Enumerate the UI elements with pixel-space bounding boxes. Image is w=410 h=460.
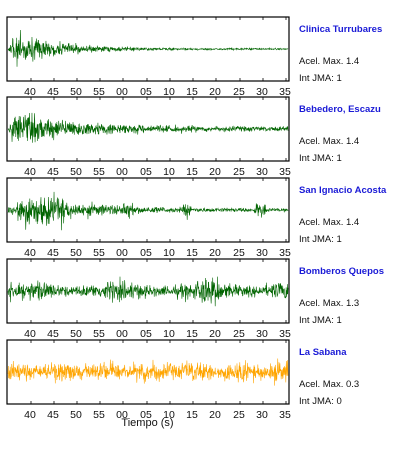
waveform-trace-3: [7, 276, 289, 307]
tick-label-1-5: 05: [140, 166, 152, 178]
tick-label-2-7: 15: [186, 247, 198, 259]
tick-label-2-0: 40: [24, 247, 36, 259]
tick-label-3-9: 25: [233, 328, 245, 340]
panel-frame-0: [6, 16, 290, 82]
tick-label-3-8: 20: [209, 328, 221, 340]
int-jma-label: Int JMA: 0: [299, 396, 342, 407]
tick-label-4-5: 05: [140, 409, 152, 421]
tick-label-4-6: 10: [163, 409, 175, 421]
tick-label-1-6: 10: [163, 166, 175, 178]
tick-label-2-11: 35: [279, 247, 291, 259]
tick-label-3-10: 30: [256, 328, 268, 340]
tick-label-2-9: 25: [233, 247, 245, 259]
tick-label-2-3: 55: [93, 247, 105, 259]
tick-label-4-4: 00: [116, 409, 128, 421]
tick-label-2-6: 10: [163, 247, 175, 259]
tick-label-1-11: 35: [279, 166, 291, 178]
tick-label-4-9: 25: [233, 409, 245, 421]
tick-label-4-3: 55: [93, 409, 105, 421]
acel-max-label: Acel. Max. 1.4: [299, 217, 360, 228]
int-jma-label: Int JMA: 1: [299, 234, 342, 245]
tick-label-3-0: 40: [24, 328, 36, 340]
tick-label-1-4: 00: [116, 166, 128, 178]
tick-label-2-5: 05: [140, 247, 152, 259]
tick-label-4-11: 35: [279, 409, 291, 421]
panel-frame-1: [6, 96, 290, 162]
tick-label-4-8: 20: [209, 409, 221, 421]
waveform-trace-0: [7, 29, 289, 67]
tick-label-2-10: 30: [256, 247, 268, 259]
tick-label-3-11: 35: [279, 328, 291, 340]
station-name: San Ignacio Acosta: [299, 185, 387, 196]
tick-label-1-10: 30: [256, 166, 268, 178]
tick-label-0-2: 50: [70, 86, 82, 98]
int-jma-label: Int JMA: 1: [299, 73, 342, 84]
tick-label-1-7: 15: [186, 166, 198, 178]
waveform-trace-4: [7, 358, 289, 386]
waveform-trace-1: [7, 112, 289, 143]
acel-max-label: Acel. Max. 0.3: [299, 379, 360, 390]
tick-label-1-0: 40: [24, 166, 36, 178]
tick-label-0-5: 05: [140, 86, 152, 98]
tick-label-3-1: 45: [47, 328, 59, 340]
tick-label-1-8: 20: [209, 166, 221, 178]
tick-label-4-7: 15: [186, 409, 198, 421]
tick-label-1-1: 45: [47, 166, 59, 178]
acel-max-label: Acel. Max. 1.3: [299, 298, 360, 309]
x-axis-label: Tiempo (s): [121, 417, 174, 429]
tick-label-1-2: 50: [70, 166, 82, 178]
acel-max-label: Acel. Max. 1.4: [299, 136, 360, 147]
tick-label-3-5: 05: [140, 328, 152, 340]
tick-label-0-8: 20: [209, 86, 221, 98]
station-name: Bomberos Quepos: [299, 266, 384, 277]
tick-label-2-2: 50: [70, 247, 82, 259]
tick-label-3-6: 10: [163, 328, 175, 340]
tick-label-1-9: 25: [233, 166, 245, 178]
panel-frame-4: [6, 339, 290, 405]
station-name: Bebedero, Escazu: [299, 104, 381, 115]
tick-label-3-4: 00: [116, 328, 128, 340]
tick-label-3-7: 15: [186, 328, 198, 340]
station-name: Clinica Turrubares: [299, 24, 383, 35]
station-name: La Sabana: [299, 347, 347, 358]
tick-label-3-2: 50: [70, 328, 82, 340]
tick-label-2-8: 20: [209, 247, 221, 259]
tick-label-4-2: 50: [70, 409, 82, 421]
tick-label-4-10: 30: [256, 409, 268, 421]
tick-label-4-1: 45: [47, 409, 59, 421]
tick-label-3-3: 55: [93, 328, 105, 340]
tick-label-0-1: 45: [47, 86, 59, 98]
tick-label-0-7: 15: [186, 86, 198, 98]
int-jma-label: Int JMA: 1: [299, 153, 342, 164]
waveform-trace-2: [7, 191, 289, 231]
tick-label-0-9: 25: [233, 86, 245, 98]
tick-label-2-1: 45: [47, 247, 59, 259]
tick-label-0-4: 00: [116, 86, 128, 98]
panel-frame-2: [6, 177, 290, 243]
tick-label-0-6: 10: [163, 86, 175, 98]
tick-label-0-3: 55: [93, 86, 105, 98]
tick-label-4-0: 40: [24, 409, 36, 421]
int-jma-label: Int JMA: 1: [299, 315, 342, 326]
panel-frame-3: [6, 258, 290, 324]
tick-label-0-10: 30: [256, 86, 268, 98]
tick-label-0-0: 40: [24, 86, 36, 98]
tick-label-0-11: 35: [279, 86, 291, 98]
acel-max-label: Acel. Max. 1.4: [299, 56, 360, 67]
tick-label-1-3: 55: [93, 166, 105, 178]
tick-label-2-4: 00: [116, 247, 128, 259]
